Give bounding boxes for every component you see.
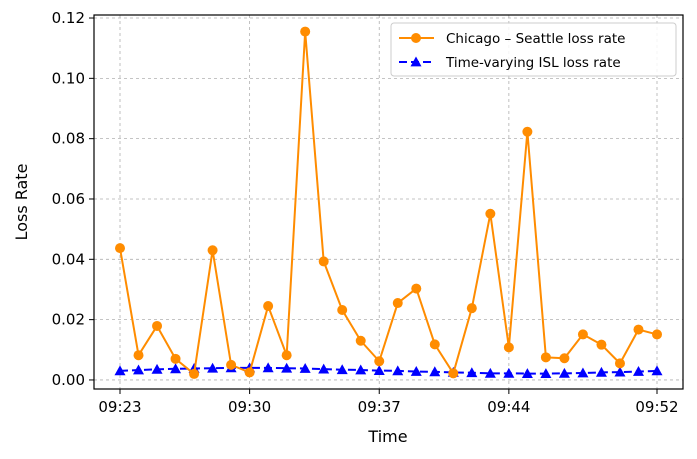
data-point bbox=[429, 339, 440, 350]
data-point bbox=[226, 359, 237, 370]
data-point bbox=[466, 303, 477, 314]
data-point bbox=[614, 366, 626, 377]
data-point bbox=[152, 320, 163, 331]
data-point bbox=[115, 243, 125, 254]
data-point bbox=[633, 324, 644, 335]
data-point bbox=[595, 366, 607, 377]
data-point bbox=[355, 364, 367, 375]
legend-entry: Time-varying ISL loss rate bbox=[399, 55, 621, 71]
data-point bbox=[540, 368, 552, 379]
data-point bbox=[133, 364, 145, 375]
y-tick-label: 0.06 bbox=[52, 190, 85, 208]
data-point bbox=[355, 335, 366, 346]
data-point bbox=[263, 301, 274, 312]
data-point bbox=[114, 365, 126, 376]
data-point bbox=[614, 358, 625, 369]
legend-label: Time-varying ISL loss rate bbox=[445, 55, 621, 71]
data-point bbox=[596, 339, 607, 350]
data-point bbox=[374, 356, 385, 367]
data-point bbox=[448, 368, 459, 379]
legend-marker bbox=[410, 56, 422, 67]
legend-marker bbox=[411, 33, 421, 43]
y-tick-label: 0.02 bbox=[52, 311, 85, 329]
x-tick-label: 09:52 bbox=[635, 398, 678, 416]
data-point bbox=[503, 342, 514, 353]
data-point bbox=[484, 367, 496, 378]
data-point bbox=[577, 329, 588, 340]
data-point bbox=[410, 366, 422, 376]
data-point bbox=[189, 368, 200, 379]
legend-entry: Chicago – Seattle loss rate bbox=[399, 31, 625, 47]
x-tick-label: 09:44 bbox=[487, 398, 530, 416]
data-point bbox=[485, 208, 496, 219]
data-point bbox=[392, 365, 404, 376]
data-point bbox=[522, 126, 533, 137]
x-tick-label: 09:23 bbox=[98, 398, 141, 416]
series-0 bbox=[115, 26, 662, 379]
data-point bbox=[299, 362, 311, 373]
data-point bbox=[262, 362, 274, 373]
data-point bbox=[651, 365, 663, 376]
data-point bbox=[373, 365, 385, 376]
y-tick-label: 0.08 bbox=[52, 130, 85, 148]
data-point bbox=[207, 362, 219, 373]
data-point bbox=[318, 256, 329, 267]
data-point bbox=[300, 26, 311, 37]
plot-frame bbox=[93, 14, 684, 390]
x-tick-label: 09:30 bbox=[228, 398, 271, 416]
data-point bbox=[392, 298, 403, 309]
legend-entries: Chicago – Seattle loss rate Time-varying … bbox=[399, 31, 625, 71]
data-point bbox=[170, 353, 181, 364]
data-point bbox=[503, 367, 515, 378]
legend-frame bbox=[390, 22, 677, 77]
series-line bbox=[119, 366, 658, 375]
data-point bbox=[411, 283, 422, 294]
y-tick-label: 0.12 bbox=[52, 9, 85, 27]
y-tick-label: 0.10 bbox=[52, 69, 85, 87]
data-point bbox=[558, 367, 570, 378]
data-point bbox=[318, 363, 330, 374]
x-axis-title: Time bbox=[367, 427, 407, 446]
legend-label: Chicago – Seattle loss rate bbox=[446, 31, 625, 47]
data-point bbox=[170, 363, 182, 374]
data-point bbox=[521, 368, 533, 379]
data-point bbox=[652, 329, 662, 340]
y-tick-label: 0.04 bbox=[52, 250, 85, 268]
x-tick-label: 09:37 bbox=[358, 398, 401, 416]
data-point bbox=[281, 350, 292, 361]
data-point bbox=[466, 367, 478, 378]
y-tick-label: 0.00 bbox=[52, 371, 85, 389]
data-point bbox=[244, 367, 255, 378]
legend: Chicago – Seattle loss rate Time-varying … bbox=[390, 22, 677, 77]
data-point bbox=[281, 362, 293, 373]
data-point bbox=[133, 350, 144, 361]
y-axis-ticks: 0.00 0.02 0.04 0.06 0.08 0.10 0.12 bbox=[52, 9, 94, 389]
data-point bbox=[151, 363, 163, 374]
data-point bbox=[540, 352, 551, 363]
data-point bbox=[337, 304, 348, 315]
grid bbox=[94, 15, 683, 389]
data-point bbox=[632, 366, 644, 376]
y-axis-title: Loss Rate bbox=[12, 164, 31, 241]
data-point bbox=[207, 245, 218, 256]
data-point bbox=[429, 366, 441, 377]
data-point bbox=[559, 353, 570, 364]
data-point bbox=[577, 367, 589, 378]
series-layer bbox=[114, 26, 663, 379]
series-line bbox=[119, 30, 658, 375]
data-point bbox=[336, 364, 348, 375]
x-axis-ticks: 09:23 09:30 09:37 09:44 09:52 bbox=[98, 389, 679, 416]
